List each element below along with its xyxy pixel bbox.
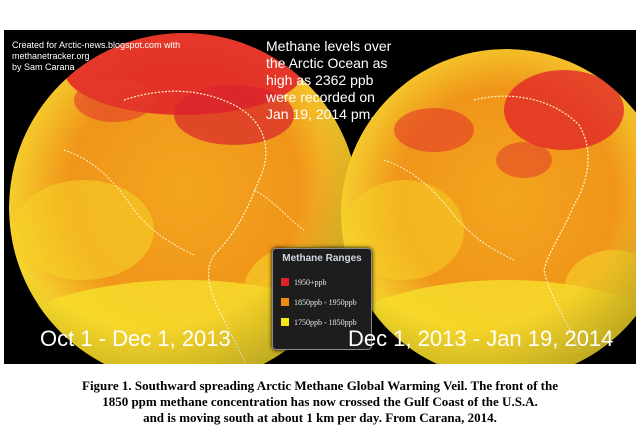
right-period-label: Dec 1, 2013 - Jan 19, 2014 — [348, 326, 614, 351]
map-panel: Created for Arctic-news.blogspot.com wit… — [4, 30, 636, 364]
legend-swatch-mid — [281, 298, 289, 306]
caption-line-2: 1850 ppm methane concentration has now c… — [102, 394, 538, 409]
legend-swatch-high — [281, 278, 289, 286]
legend-item-low: 1750ppb - 1850ppb — [281, 315, 357, 329]
figure-caption: Figure 1. Southward spreading Arctic Met… — [0, 378, 640, 426]
legend-label-mid: 1850ppb - 1950ppb — [294, 297, 357, 307]
legend-label-low: 1750ppb - 1850ppb — [294, 317, 357, 327]
credit-text: Created for Arctic-news.blogspot.com wit… — [12, 40, 181, 72]
headline-text: Methane levels over the Arctic Ocean as … — [266, 38, 392, 122]
caption-line-1: Figure 1. Southward spreading Arctic Met… — [82, 378, 558, 393]
legend-swatch-low — [281, 318, 289, 326]
legend-item-high: 1950+ppb — [281, 275, 327, 289]
legend-box: Methane Ranges 1950+ppb 1850ppb - 1950pp… — [272, 248, 372, 350]
left-period-label: Oct 1 - Dec 1, 2013 — [40, 326, 231, 351]
legend-label-high: 1950+ppb — [294, 277, 327, 287]
right-globe — [341, 49, 636, 364]
legend-title: Methane Ranges — [282, 253, 362, 264]
legend-item-mid: 1850ppb - 1950ppb — [281, 295, 357, 309]
caption-line-3: and is moving south at about 1 km per da… — [143, 410, 497, 425]
